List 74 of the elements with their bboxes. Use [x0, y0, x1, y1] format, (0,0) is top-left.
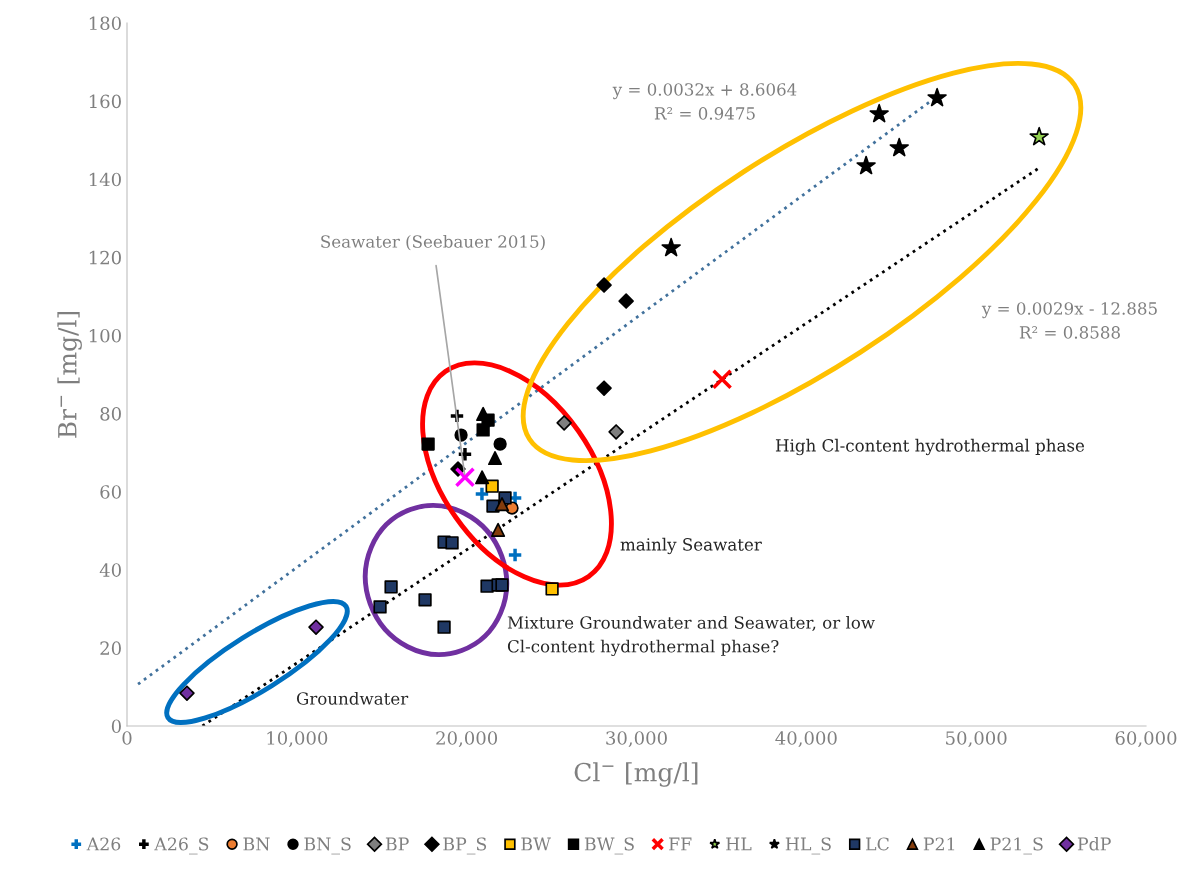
point [596, 277, 612, 293]
point [421, 437, 435, 451]
y-tick-label: 120 [89, 250, 121, 265]
legend-label: P21_S [990, 837, 1043, 855]
legend-label: BW_S [584, 837, 634, 855]
legend-label: BP [385, 837, 409, 851]
point [437, 620, 451, 634]
y-tick-label: 80 [100, 407, 121, 421]
legend-label: PdP [1077, 837, 1111, 851]
point [927, 87, 947, 107]
legend-label: A26_S [154, 837, 209, 855]
point [475, 470, 490, 485]
y-tick-label: 100 [89, 328, 121, 343]
legend-label: FF [669, 837, 692, 851]
annotation: y = 0.0029x - 12.885 R² = 0.8588 [981, 302, 1157, 339]
annotation: High Cl-content hydrothermal phase [775, 438, 1085, 456]
point [476, 423, 490, 437]
point [494, 497, 510, 512]
point [596, 380, 612, 396]
point [711, 368, 733, 390]
annotation: Groundwater [296, 691, 409, 705]
point [373, 600, 387, 614]
y-tick-label: 0 [111, 719, 121, 734]
y-tick-label: 140 [89, 172, 121, 187]
y-tick-label: 40 [99, 563, 121, 577]
x-tick-label: 10,000 [267, 731, 328, 748]
y-axis-title: Br$^{−}$ [mg/l] [57, 311, 82, 438]
y-tick-label: 160 [89, 94, 121, 109]
annotation: y = 0.0032x + 8.6064 R² = 0.9475 [612, 83, 797, 120]
legend-label: HL [726, 837, 752, 851]
point [869, 103, 889, 123]
point [445, 536, 459, 550]
point [491, 522, 506, 537]
point [474, 486, 490, 502]
point [608, 424, 624, 440]
point [495, 578, 509, 592]
x-tick-label: 20,000 [436, 731, 498, 748]
point [556, 415, 572, 431]
legend-label: BN_S [304, 837, 351, 855]
point [454, 466, 476, 488]
annotation: Seawater (Seebauer 2015) [321, 234, 545, 251]
x-tick-label: 0 [122, 731, 132, 745]
x-tick-label: 30,000 [606, 731, 667, 748]
legend-label: BP_S [443, 837, 487, 855]
y-tick-label: 180 [89, 16, 121, 31]
x-tick-label: 50,000 [946, 731, 1007, 748]
point [308, 619, 324, 635]
legend-label: BW [521, 837, 551, 851]
point [545, 582, 559, 596]
point [457, 446, 473, 463]
x-tick-label: 40,000 [775, 731, 837, 748]
point [493, 437, 507, 451]
legend-label: LC [866, 837, 889, 851]
point [487, 451, 503, 466]
annotation: mainly Seawater [620, 537, 762, 555]
y-tick-label: 60 [100, 485, 121, 499]
point [418, 593, 432, 607]
legend-label: P21 [923, 837, 955, 851]
legend-label: BN [243, 837, 270, 851]
x-axis-title: Cl$^{−}$ [mg/l] [574, 762, 698, 787]
point [485, 479, 499, 493]
point [1029, 126, 1049, 146]
point [507, 546, 524, 563]
annotation: Mixture Groundwater and Seawater, or low Cl-content hydrothermal phase? [507, 615, 875, 657]
point [618, 293, 634, 309]
y-tick-label: 20 [100, 641, 121, 656]
point [889, 137, 909, 157]
point [179, 685, 195, 701]
x-tick-label: 60,000 [1115, 731, 1177, 748]
legend-label: A26 [86, 837, 121, 851]
point [384, 580, 398, 594]
point [856, 155, 876, 175]
point [661, 237, 681, 257]
legend-label: HL_S [785, 837, 831, 855]
